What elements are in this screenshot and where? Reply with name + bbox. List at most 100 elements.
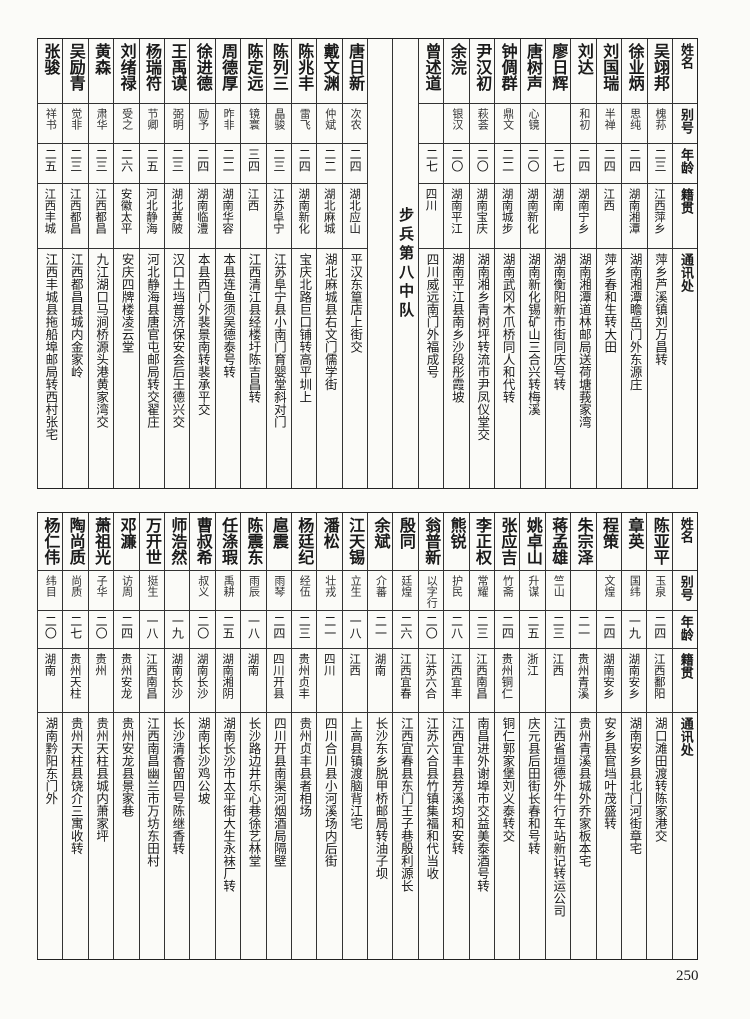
cell-age: 二七 (419, 144, 444, 184)
cell-address: 江西都昌县城内金家岭 (68, 253, 84, 378)
cell-address: 长沙东乡脱甲桥邮局转油子坝 (373, 717, 389, 880)
roster-table-bottom: 姓名 别号 年龄 籍贯 通讯处 陈亚平 玉泉 二四 江西鄱阳 湖口滩田渡转陈家港交 章英 国纬 一九 湖南… (37, 512, 698, 960)
cell-native: 湖南湘阴 (215, 649, 241, 713)
cell-native: 四川 (317, 649, 342, 713)
cell-age: 二四 (596, 144, 622, 184)
cell-alias: 禹耕 (215, 571, 241, 611)
cell-age: 二二 (495, 144, 520, 184)
cell-address: 湖口滩田渡转陈家港交 (652, 717, 668, 842)
person-column: 翁普新 以字行 二〇 江苏六合 江苏六合县竹镇集福和代当收 (417, 513, 444, 959)
person-column: 姚卓山 升谋 二五 浙江 庆元县后田街长春和号转 (519, 513, 545, 959)
cell-name: 廖日辉 (546, 39, 571, 104)
cell-age: 二四 (114, 611, 139, 649)
cell-name: 吴翊邦 (647, 39, 672, 104)
cell-address: 江苏六合县竹镇集福和代当收 (424, 717, 440, 880)
cell-address: 铜仁郭家堡刘义泰转交 (500, 717, 516, 842)
cell-alias: 祥书 (38, 104, 63, 144)
cell-alias (546, 104, 571, 144)
cell-alias: 晶骏 (266, 104, 291, 144)
cell-alias: 节卿 (139, 104, 164, 144)
person-column: 杨瑞符 节卿 二五 河北静海 河北静海县唐官屯邮局转交翟庄 (138, 39, 164, 488)
cell-name: 殷同 (393, 513, 418, 571)
cell-age: 二四 (596, 611, 621, 649)
cell-native: 湖南 (368, 649, 393, 713)
cell-alias: 肃华 (88, 104, 114, 144)
cell-alias: 廷煌 (393, 571, 418, 611)
cell-native: 湖南华容 (215, 184, 241, 249)
person-column: 刘达 和初 二四 湖南宁乡 湖南湘潭道林邮局送荷塘莪家湾 (570, 39, 596, 488)
cell-address: 南昌进外谢埠市交益美泰酒号转 (475, 717, 491, 892)
cell-name: 徐进德 (190, 39, 215, 104)
unit-label: 步兵第八中队 (392, 39, 418, 488)
cell-address: 萍乡芦溪镇刘万昌转 (652, 253, 668, 366)
cell-address: 湖南衡阳新市街同庆号转 (551, 253, 567, 391)
cell-name: 邓濂 (114, 513, 139, 571)
cell-age: 二三 (469, 611, 495, 649)
person-column: 余浣 银汉 二〇 湖南平江 湖南平江县南乡沙段彤霞坡 (443, 39, 469, 488)
cell-native: 贵州铜仁 (495, 649, 520, 713)
cell-alias: 玉泉 (647, 571, 672, 611)
cell-address: 贵州天柱县城内萧家坪 (94, 717, 110, 842)
cell-alias: 受之 (114, 104, 139, 144)
person-column: 张骏 祥书 二五 江西丰城 江西丰城县拖船埠邮局转西村张宅 (37, 39, 63, 488)
cell-alias: 雷飞 (291, 104, 317, 144)
cell-alias: 心镜 (520, 104, 546, 144)
cell-name: 陶尚质 (63, 513, 88, 571)
person-column: 杨廷纪 经伍 二三 贵州贞丰 贵州贞丰县者相场 (290, 513, 317, 959)
cell-name: 陈亚平 (647, 513, 672, 571)
person-column: 师浩然 一九 湖南长沙 长沙清香留四号陈继香转 (163, 513, 190, 959)
cell-alias: 立生 (342, 571, 368, 611)
cell-native: 江苏六合 (418, 649, 444, 713)
cell-native: 贵州天柱 (63, 649, 88, 713)
person-column: 章英 国纬 一九 湖南安乡 湖南安乡县北门河街章宅 (620, 513, 647, 959)
cell-name: 陈兆丰 (291, 39, 317, 104)
cell-age: 一八 (241, 611, 266, 649)
person-column: 程策 文煌 二四 湖南安乡 安乡县官垱叶茂盛转 (595, 513, 621, 959)
person-column: 陶尚质 尚质 二七 贵州天柱 贵州天柱县饶介三寓收转 (62, 513, 88, 959)
cell-age: 二四 (622, 144, 647, 184)
cell-address: 贵州天柱县饶介三寓收转 (68, 717, 84, 855)
cell-address: 上高县镇渡脑背江宅 (348, 717, 364, 830)
cell-alias: 思纯 (622, 104, 647, 144)
cell-age: 二一 (368, 611, 393, 649)
cell-native: 湖南临澧 (190, 184, 215, 249)
person-column: 王禹谟 弼明 二三 湖北黄陂 汉口土垱普济保安会后王德兴交 (163, 39, 190, 488)
cell-address: 本县西门外裴景南转裴承平交 (195, 253, 211, 416)
cell-native: 江西都昌 (63, 184, 88, 249)
cell-address: 长沙清香留四号陈继香转 (170, 717, 186, 855)
person-column: 曾述道 二七 四川 四川威远南门外福成号 (418, 39, 444, 488)
cell-name: 李正权 (469, 513, 495, 571)
cell-name: 曹叔希 (190, 513, 215, 571)
cell-address: 湖南安乡县北门河街章宅 (627, 717, 643, 855)
cell-address: 九江湖口马涧桥源头港黄家湾交 (94, 253, 110, 428)
cell-native: 江苏阜宁 (266, 184, 291, 249)
cell-address: 四川合川县小河溪场内后街 (322, 717, 338, 867)
cell-address: 湖南湘潭道林邮局送荷塘莪家湾 (576, 253, 592, 428)
cell-alias: 以字行 (418, 571, 444, 611)
person-column: 陈列三 晶骏 二三 江苏阜宁 江苏阜宁县小南门育婴堂斜对门 (265, 39, 291, 488)
header-age: 年龄 (672, 144, 697, 184)
cell-name: 王禹谟 (164, 39, 190, 104)
cell-name: 杨仁伟 (38, 513, 63, 571)
header-address: 通讯处 (677, 253, 693, 292)
cell-native: 湖南平江 (444, 184, 469, 249)
person-column: 黄森 肃华 二三 江西都昌 九江湖口马涧桥源头港黄家湾交 (87, 39, 114, 488)
cell-native: 湖南新化 (520, 184, 546, 249)
person-column: 万开世 挺生 一八 江西南昌 江西南昌幽兰市万坊东田村 (138, 513, 164, 959)
cell-alias: 半禅 (596, 104, 622, 144)
cell-native: 湖北黄陂 (164, 184, 190, 249)
cell-native: 江西 (241, 184, 266, 249)
person-column: 徐进德 励予 二四 湖南临澧 本县西门外裴景南转裴承平交 (189, 39, 215, 488)
cell-alias: 介蕃 (368, 571, 393, 611)
cell-age: 二三 (88, 144, 114, 184)
cell-address: 河北静海县唐官屯邮局转交翟庄 (144, 253, 160, 428)
cell-native: 湖南城步 (495, 184, 520, 249)
cell-name: 熊锐 (444, 513, 469, 571)
cell-native: 湖南长沙 (164, 649, 190, 713)
cell-name: 万开世 (139, 513, 164, 571)
cell-native: 江西丰城 (38, 184, 63, 249)
cell-name: 章英 (621, 513, 647, 571)
cell-name: 周德厚 (215, 39, 241, 104)
cell-native: 贵州 (88, 649, 114, 713)
cell-alias: 常耀 (469, 571, 495, 611)
